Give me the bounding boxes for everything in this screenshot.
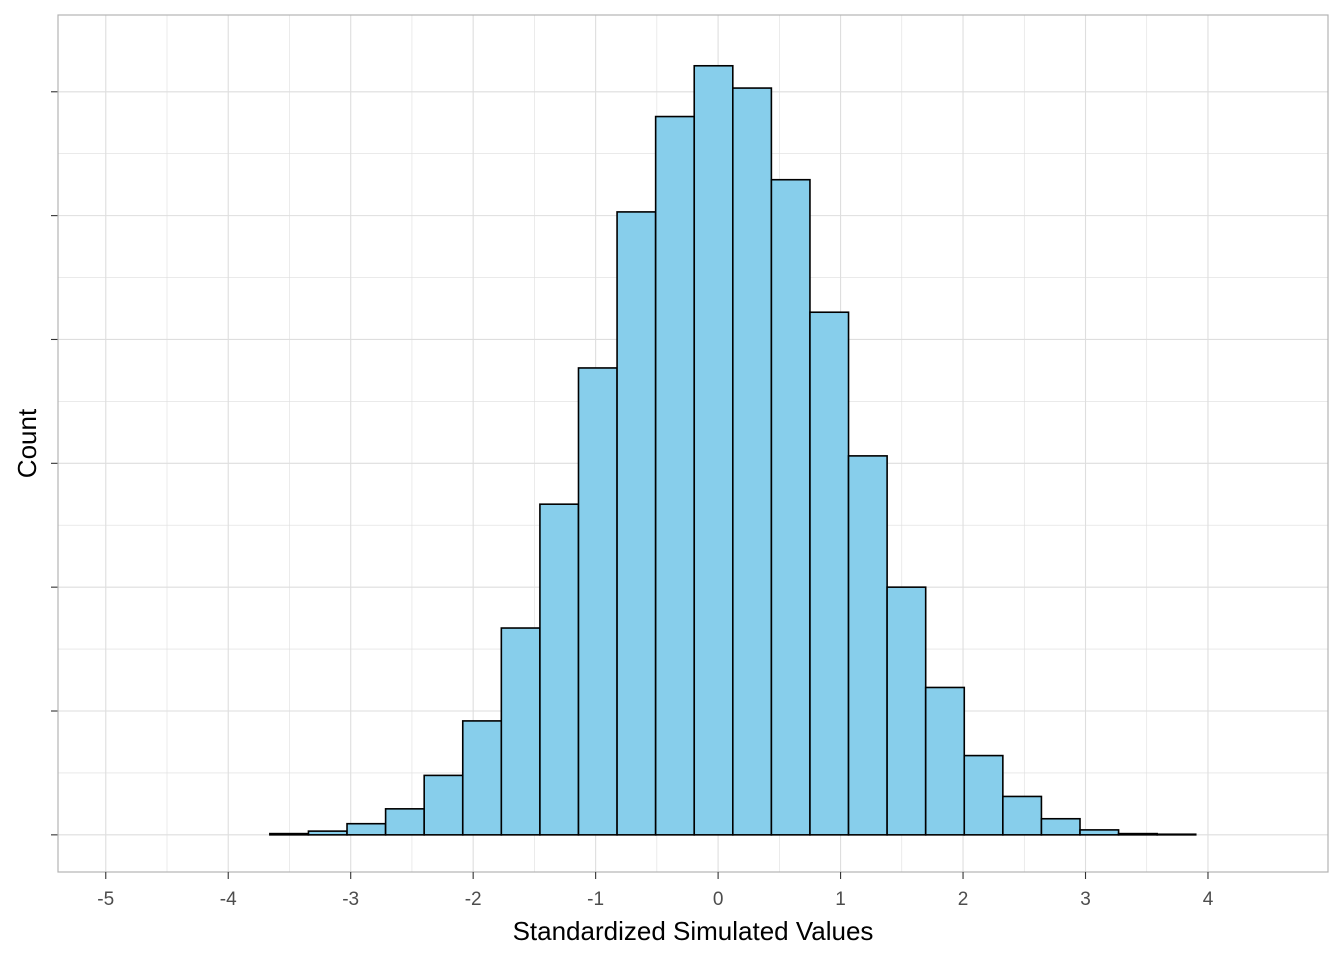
histogram-bar (423, 774, 464, 836)
histogram-bar (1117, 832, 1158, 836)
histogram-bar (500, 627, 541, 836)
x-tick-label: -3 (342, 889, 359, 910)
histogram-bar (847, 455, 888, 836)
histogram-bar (1079, 829, 1120, 836)
x-axis-ticks: -5 -4 -3 -2 -1 0 1 2 3 4 (97, 872, 1214, 910)
histogram-bar (307, 830, 348, 836)
histogram-bar (384, 808, 425, 836)
histogram-bar (770, 178, 811, 836)
y-axis-title: Count (12, 408, 42, 478)
x-tick-label: 4 (1203, 889, 1214, 910)
histogram-bar (1002, 795, 1043, 836)
histogram-bar (1156, 833, 1197, 836)
bars-layer (269, 64, 1197, 836)
x-tick-label: 1 (835, 889, 846, 910)
histogram-bar (809, 311, 850, 836)
histogram-bar (693, 64, 734, 836)
x-tick-label: -2 (465, 889, 482, 910)
histogram-bar (654, 115, 696, 836)
histogram-bar (346, 822, 387, 836)
panel-border (57, 14, 1329, 873)
histogram-bar (577, 367, 618, 836)
histogram-bar (924, 686, 966, 836)
histogram-bar (539, 503, 580, 836)
x-tick-label: -1 (587, 889, 604, 910)
x-tick-label: 0 (713, 889, 724, 910)
histogram-bar (461, 720, 503, 836)
histogram-bar (886, 586, 927, 836)
x-tick-label: 3 (1080, 889, 1091, 910)
histogram-bar (963, 754, 1004, 836)
x-tick-label: 2 (958, 889, 969, 910)
histogram-bar (269, 832, 310, 836)
histogram-bar (732, 87, 773, 836)
x-tick-label: -4 (220, 889, 237, 910)
x-tick-label: -5 (97, 889, 114, 910)
x-axis-title: Standardized Simulated Values (513, 916, 874, 946)
histogram-bar (1040, 817, 1081, 836)
histogram-bar (616, 211, 657, 836)
